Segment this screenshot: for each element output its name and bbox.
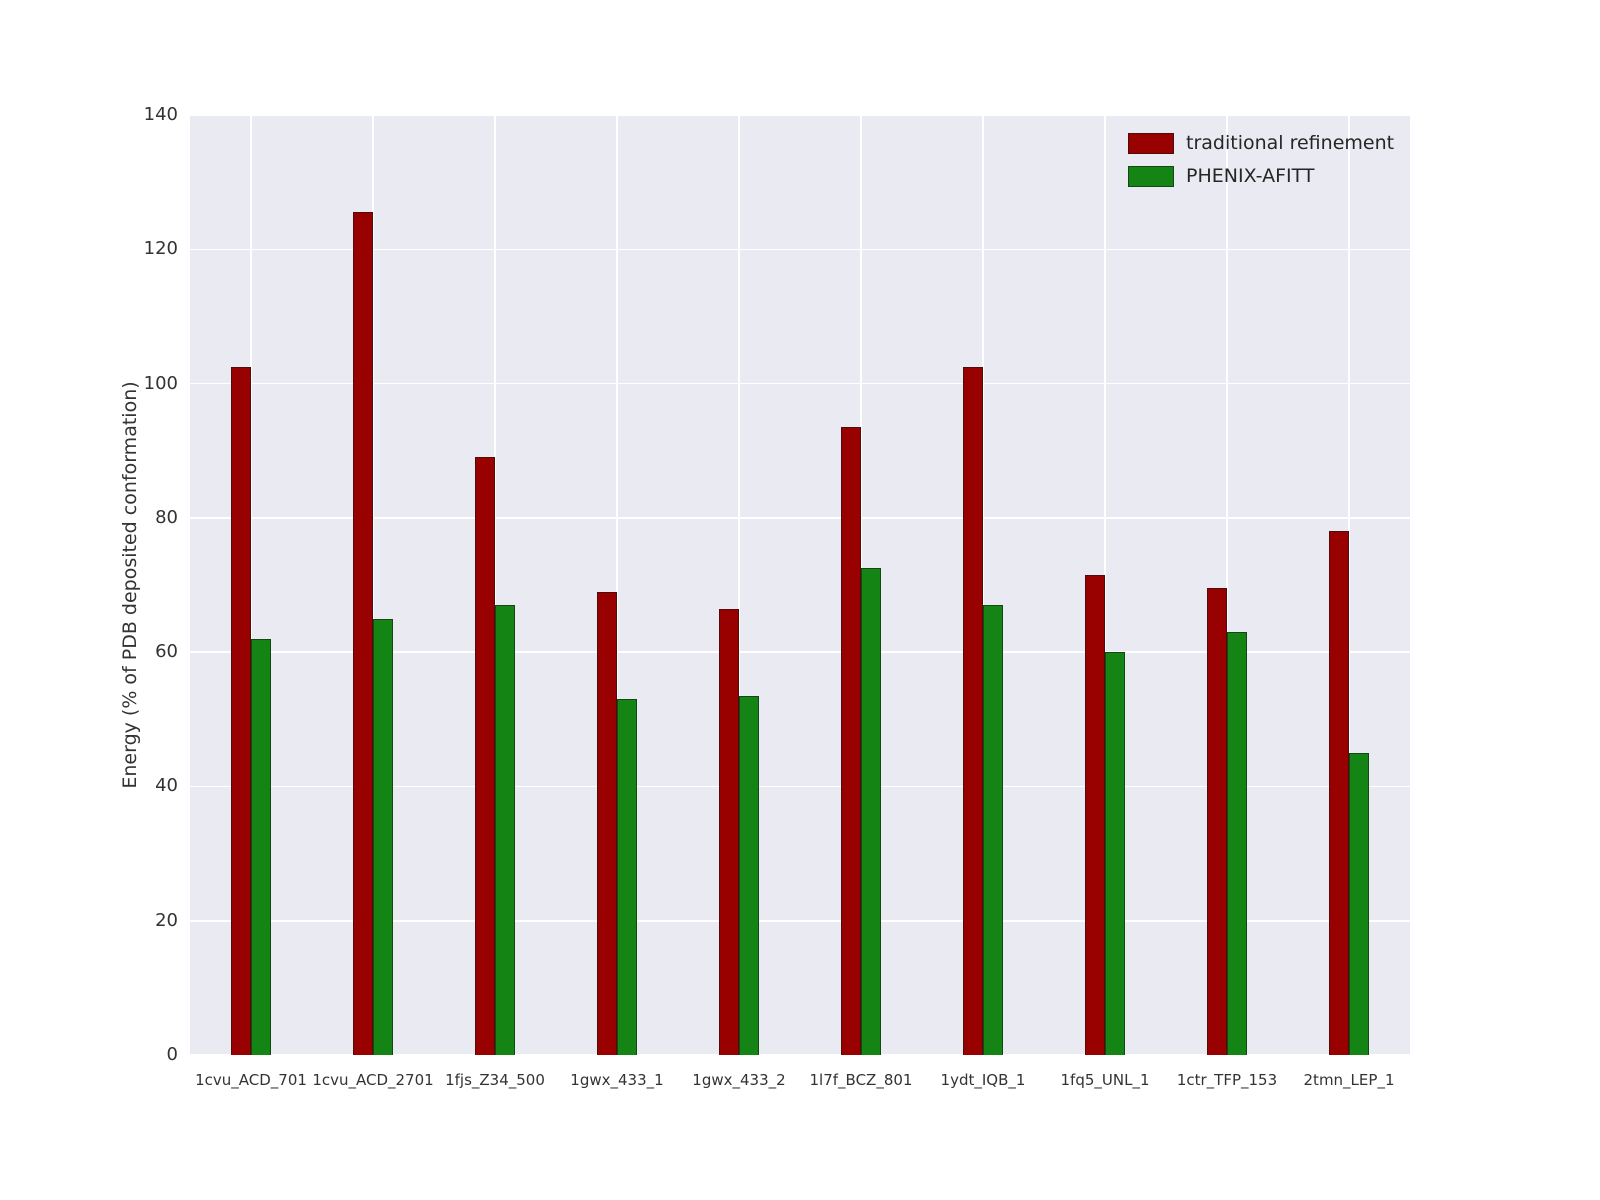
gridline-vertical [1226, 115, 1228, 1055]
legend-item: PHENIX-AFITT [1128, 165, 1394, 187]
legend-label: traditional refinement [1186, 132, 1395, 154]
bar-phenix-afitt-1cvu_ACD_2701 [373, 618, 393, 1055]
bar-traditional-refinement-1l7f_BCZ_801 [841, 427, 861, 1055]
gridline-vertical [738, 115, 740, 1055]
bar-phenix-afitt-1fjs_Z34_500 [495, 605, 515, 1055]
gridline-horizontal [190, 785, 1410, 788]
bar-traditional-refinement-1gwx_433_1 [597, 591, 617, 1055]
bar-traditional-refinement-1fjs_Z34_500 [475, 457, 495, 1055]
bar-traditional-refinement-1cvu_ACD_2701 [353, 212, 373, 1055]
x-tick-label: 1ctr_TFP_153 [1176, 1071, 1278, 1089]
y-tick-label: 120 [143, 238, 178, 260]
bar-traditional-refinement-2tmn_LEP_1 [1329, 531, 1349, 1055]
bar-phenix-afitt-1ydt_IQB_1 [983, 605, 1003, 1055]
bar-phenix-afitt-1gwx_433_1 [617, 699, 637, 1055]
x-tick-label: 1fjs_Z34_500 [445, 1071, 545, 1089]
bar-phenix-afitt-1fq5_UNL_1 [1105, 652, 1125, 1055]
bar-traditional-refinement-1ctr_TFP_153 [1207, 588, 1227, 1055]
bar-phenix-afitt-1l7f_BCZ_801 [861, 568, 881, 1055]
x-tick-label: 1cvu_ACD_2701 [312, 1071, 434, 1089]
y-tick-label: 60 [155, 641, 178, 663]
y-tick-label: 80 [155, 506, 178, 528]
x-tick-label: 2tmn_LEP_1 [1303, 1071, 1395, 1089]
legend-item: traditional refinement [1128, 132, 1394, 154]
bar-traditional-refinement-1gwx_433_2 [719, 608, 739, 1055]
gridline-horizontal [190, 517, 1410, 519]
bar-phenix-afitt-1cvu_ACD_701 [251, 638, 271, 1055]
y-tick-label: 100 [143, 372, 178, 394]
y-tick-label: 0 [166, 1044, 178, 1065]
gridline-horizontal [190, 919, 1410, 922]
bar-traditional-refinement-1fq5_UNL_1 [1085, 574, 1105, 1055]
legend: traditional refinement PHENIX-AFITT [1128, 132, 1394, 187]
bar-traditional-refinement-1cvu_ACD_701 [231, 366, 251, 1055]
bar-phenix-afitt-2tmn_LEP_1 [1349, 752, 1369, 1055]
x-tick-label: 1gwx_433_1 [570, 1071, 664, 1089]
legend-swatch-icon [1128, 165, 1174, 187]
gridline-horizontal [190, 382, 1410, 385]
y-tick-label: 40 [155, 775, 178, 797]
y-tick-label: 140 [143, 104, 178, 125]
legend-swatch-icon [1128, 132, 1174, 154]
gridline-horizontal [190, 1054, 1410, 1056]
plot-area [190, 114, 1410, 1056]
y-axis-label: Energy (% of PDB deposited conformation) [119, 381, 141, 789]
x-tick-label: 1gwx_433_2 [692, 1071, 786, 1089]
gridline-horizontal [190, 248, 1410, 251]
legend-label: PHENIX-AFITT [1186, 165, 1315, 187]
x-tick-label: 1l7f_BCZ_801 [809, 1071, 913, 1089]
x-tick-label: 1fq5_UNL_1 [1060, 1071, 1150, 1089]
bar-phenix-afitt-1gwx_433_2 [739, 695, 759, 1055]
x-tick-label: 1cvu_ACD_701 [195, 1071, 307, 1089]
gridline-horizontal [190, 114, 1410, 116]
x-tick-label: 1ydt_IQB_1 [940, 1071, 1026, 1089]
gridline-vertical [616, 115, 618, 1055]
gridline-horizontal [190, 651, 1410, 653]
bar-phenix-afitt-1ctr_TFP_153 [1227, 632, 1247, 1055]
bar-traditional-refinement-1ydt_IQB_1 [963, 366, 983, 1055]
y-tick-label: 20 [155, 909, 178, 931]
